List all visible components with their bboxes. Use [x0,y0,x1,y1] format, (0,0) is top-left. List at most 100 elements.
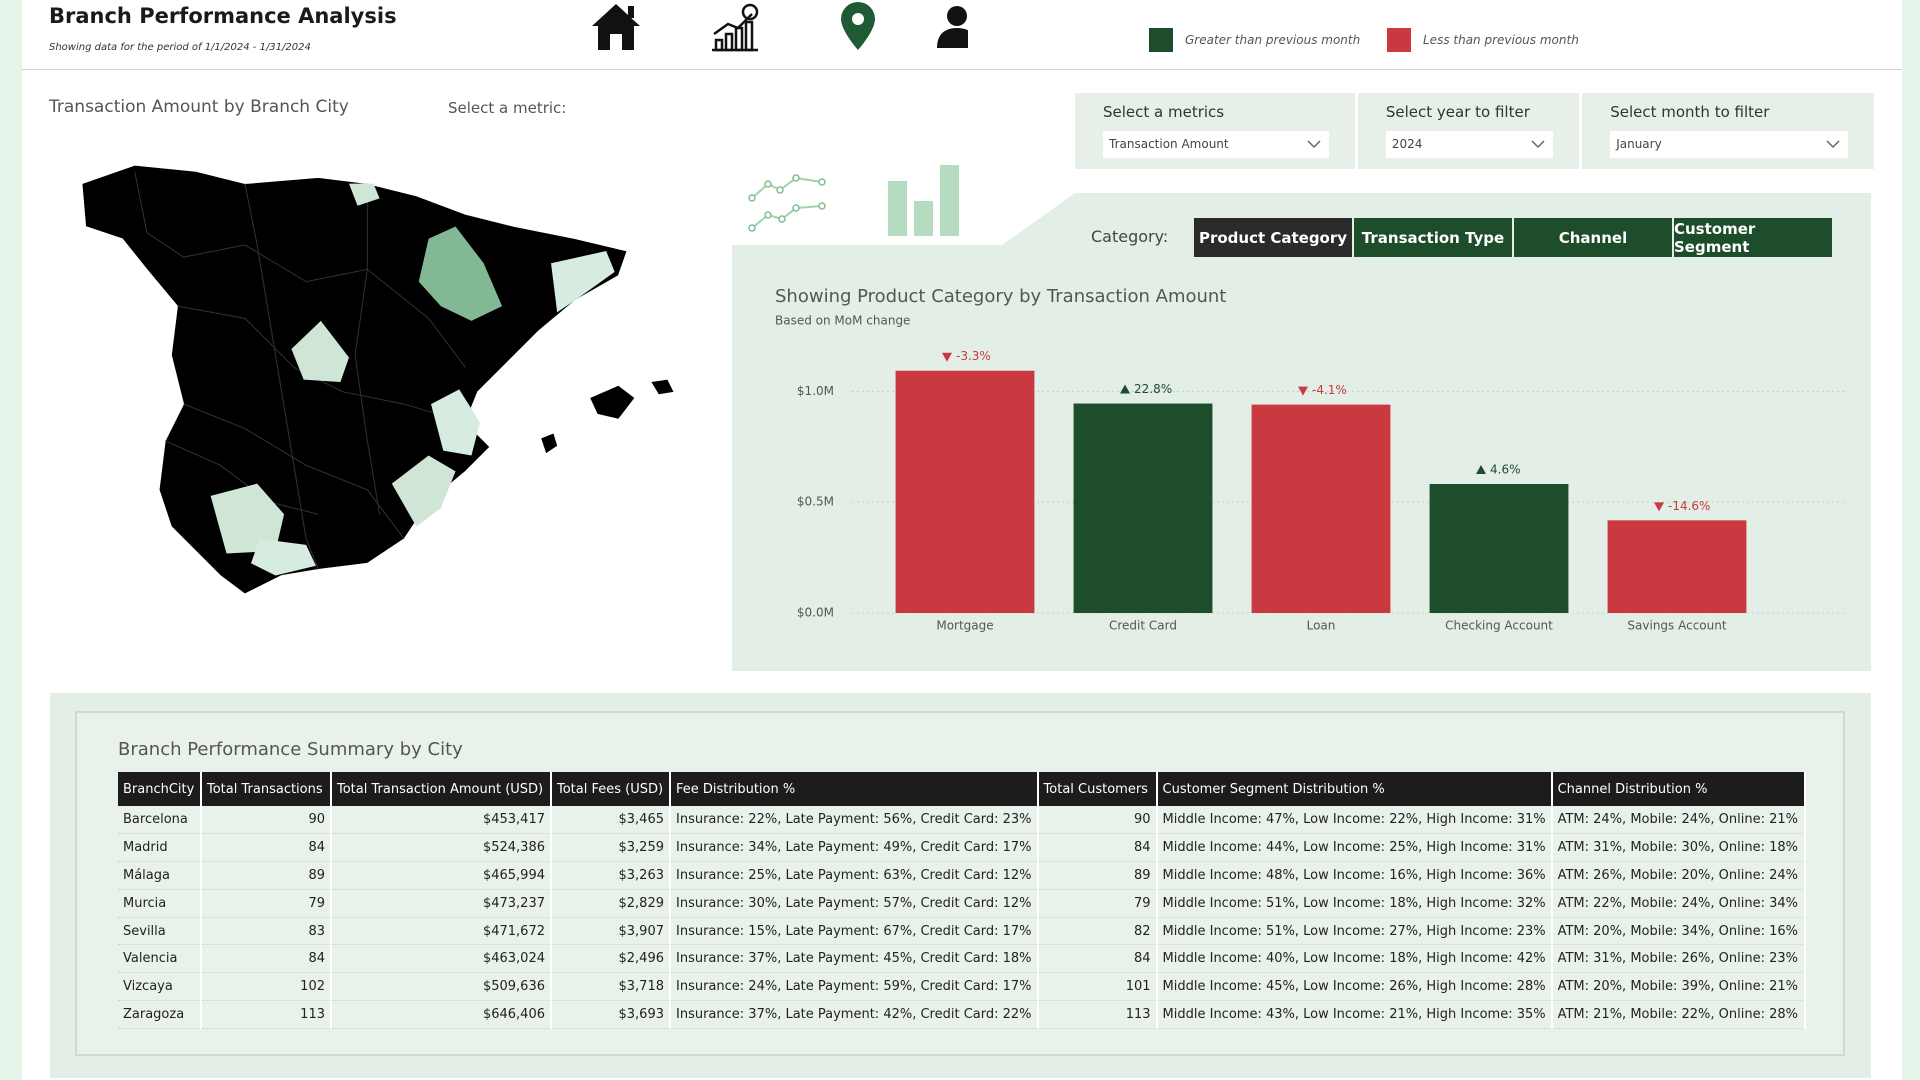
location-icon[interactable] [841,2,875,50]
category-button[interactable]: Customer Segment [1674,218,1832,257]
home-icon[interactable] [592,4,640,50]
dropdown-arrow[interactable] [1307,139,1321,149]
table-cell: 113 [1037,1000,1158,1030]
table-row: Barcelona 90 $453,417 $3,465 Insurance: 22%,… [118,806,1806,834]
table-cell: Barcelona [118,806,202,834]
map-region [251,538,316,576]
dropdown-arrow[interactable] [1826,139,1840,149]
table-cell: ATM: 24%, Mobile: 24%, Online: 21% [1551,806,1806,834]
map-region [391,455,456,527]
dropdown[interactable]: Transaction Amount [1103,131,1329,158]
trend-arrow [1298,386,1308,396]
growth-icon[interactable] [712,3,759,52]
dashboard: Branch Performance Analysis Showing data… [22,0,1902,1080]
table-cell: Insurance: 25%, Late Payment: 63%, Credi… [670,861,1039,890]
user-icon[interactable] [937,6,968,48]
table-cell: 89 [201,861,332,890]
table-cell: 102 [201,972,332,1002]
category-button[interactable]: Product Category [1194,218,1352,257]
trend-arrow [942,352,952,362]
table-cell: Insurance: 34%, Late Payment: 49%, Credi… [670,833,1039,862]
filter: Select year to filter 2024 [1358,93,1583,169]
table-cell: Vizcaya [118,972,202,1002]
bar [895,370,1035,613]
chart-type-icons[interactable] [748,165,959,236]
summary-table: BranchCity Total Transactions Total Transa… [118,772,1806,1030]
table-cell: 101 [1037,972,1158,1002]
column-header: BranchCity [118,772,202,806]
data-label: -14.6% [1668,499,1710,513]
table-cell: Middle Income: 43%, Low Income: 21%, Hig… [1156,1000,1553,1030]
map-title: Transaction Amount by Branch City [49,97,349,117]
column-header: Total Customers [1037,772,1158,806]
column-header: Channel Distribution % [1551,772,1806,806]
legend-item: Greater than previous month [1149,28,1360,52]
category-button[interactable]: Channel [1514,218,1672,257]
table-cell: $524,386 [331,833,552,862]
table-cell: Middle Income: 48%, Low Income: 16%, Hig… [1156,861,1553,890]
table-cell: Insurance: 37%, Late Payment: 45%, Credi… [670,944,1039,974]
x-tick-label: Mortgage [936,619,993,633]
filter-label: Select month to filter [1610,103,1770,121]
metric-label: Select a metric: [448,99,567,117]
table-cell: Málaga [118,861,202,890]
column-header: Total Transactions [201,772,332,806]
table-cell: Middle Income: 44%, Low Income: 25%, Hig… [1156,833,1553,862]
table-cell: $509,636 [331,972,552,1002]
nav-icons [592,2,968,52]
data-label: -4.1% [1312,383,1347,397]
x-tick-label: Checking Account [1445,619,1553,633]
y-tick-label: $1.0M [797,384,834,398]
table-cell: Valencia [118,944,202,974]
table-row: Madrid 84 $524,386 $3,259 Insurance: 34%, La… [118,833,1806,862]
table-cell: $3,693 [551,1000,671,1030]
legend-item: Less than previous month [1387,28,1579,52]
category-label: Category: [1091,227,1169,246]
dropdown[interactable]: 2024 [1385,131,1554,158]
page-title: Branch Performance Analysis [49,4,397,28]
table-cell: Middle Income: 45%, Low Income: 26%, Hig… [1156,972,1553,1002]
category-button[interactable]: Transaction Type [1354,218,1512,257]
filter-label: Select a metrics [1103,103,1225,121]
x-tick-label: Credit Card [1109,619,1177,633]
table-cell: ATM: 21%, Mobile: 22%, Online: 28% [1551,1000,1806,1030]
dropdown-arrow[interactable] [1531,139,1545,149]
table-cell: ATM: 26%, Mobile: 20%, Online: 24% [1551,861,1806,890]
table-cell: Middle Income: 47%, Low Income: 22%, Hig… [1156,806,1553,834]
map-region [418,226,503,321]
table-cell: 83 [201,917,332,946]
table-cell: Insurance: 30%, Late Payment: 57%, Credi… [670,889,1039,918]
bar [1429,483,1569,613]
table-cell: 82 [1037,917,1158,946]
bar-chart: Showing Product Category by Transaction … [732,165,1871,671]
table-cell: ATM: 31%, Mobile: 30%, Online: 18% [1551,833,1806,862]
table-row: Murcia 79 $473,237 $2,829 Insurance: 30%, La… [118,889,1806,918]
table-cell: 84 [1037,944,1158,974]
table-row: Sevilla 83 $471,672 $3,907 Insurance: 15%, L… [118,917,1806,946]
table-cell: $646,406 [331,1000,552,1030]
column-header: Customer Segment Distribution % [1156,772,1553,806]
table-cell: $3,465 [551,806,671,834]
table-cell: 89 [1037,861,1158,890]
table-row: Málaga 89 $465,994 $3,263 Insurance: 25%, La… [118,861,1806,890]
table-cell: $3,718 [551,972,671,1002]
table-cell: 90 [1037,806,1158,834]
map-region [210,483,285,554]
map-region [291,320,349,383]
table-cell: 79 [1037,889,1158,918]
table-cell: 90 [201,806,332,834]
legend-label: Greater than previous month [1185,33,1361,47]
table-row: Zaragoza 113 $646,406 $3,693 Insurance: 37%,… [118,1000,1806,1030]
trend-arrow [1476,464,1486,474]
x-tick-label: Loan [1307,619,1336,633]
column-header: Fee Distribution % [670,772,1039,806]
table-cell: ATM: 22%, Mobile: 24%, Online: 34% [1551,889,1806,918]
table-cell: Zaragoza [118,1000,202,1030]
table-cell: 113 [201,1000,332,1030]
dropdown[interactable]: January [1610,131,1848,158]
data-label: 4.6% [1490,462,1521,476]
table-cell: Madrid [118,833,202,862]
map-region [431,389,481,456]
map-region [551,251,615,313]
